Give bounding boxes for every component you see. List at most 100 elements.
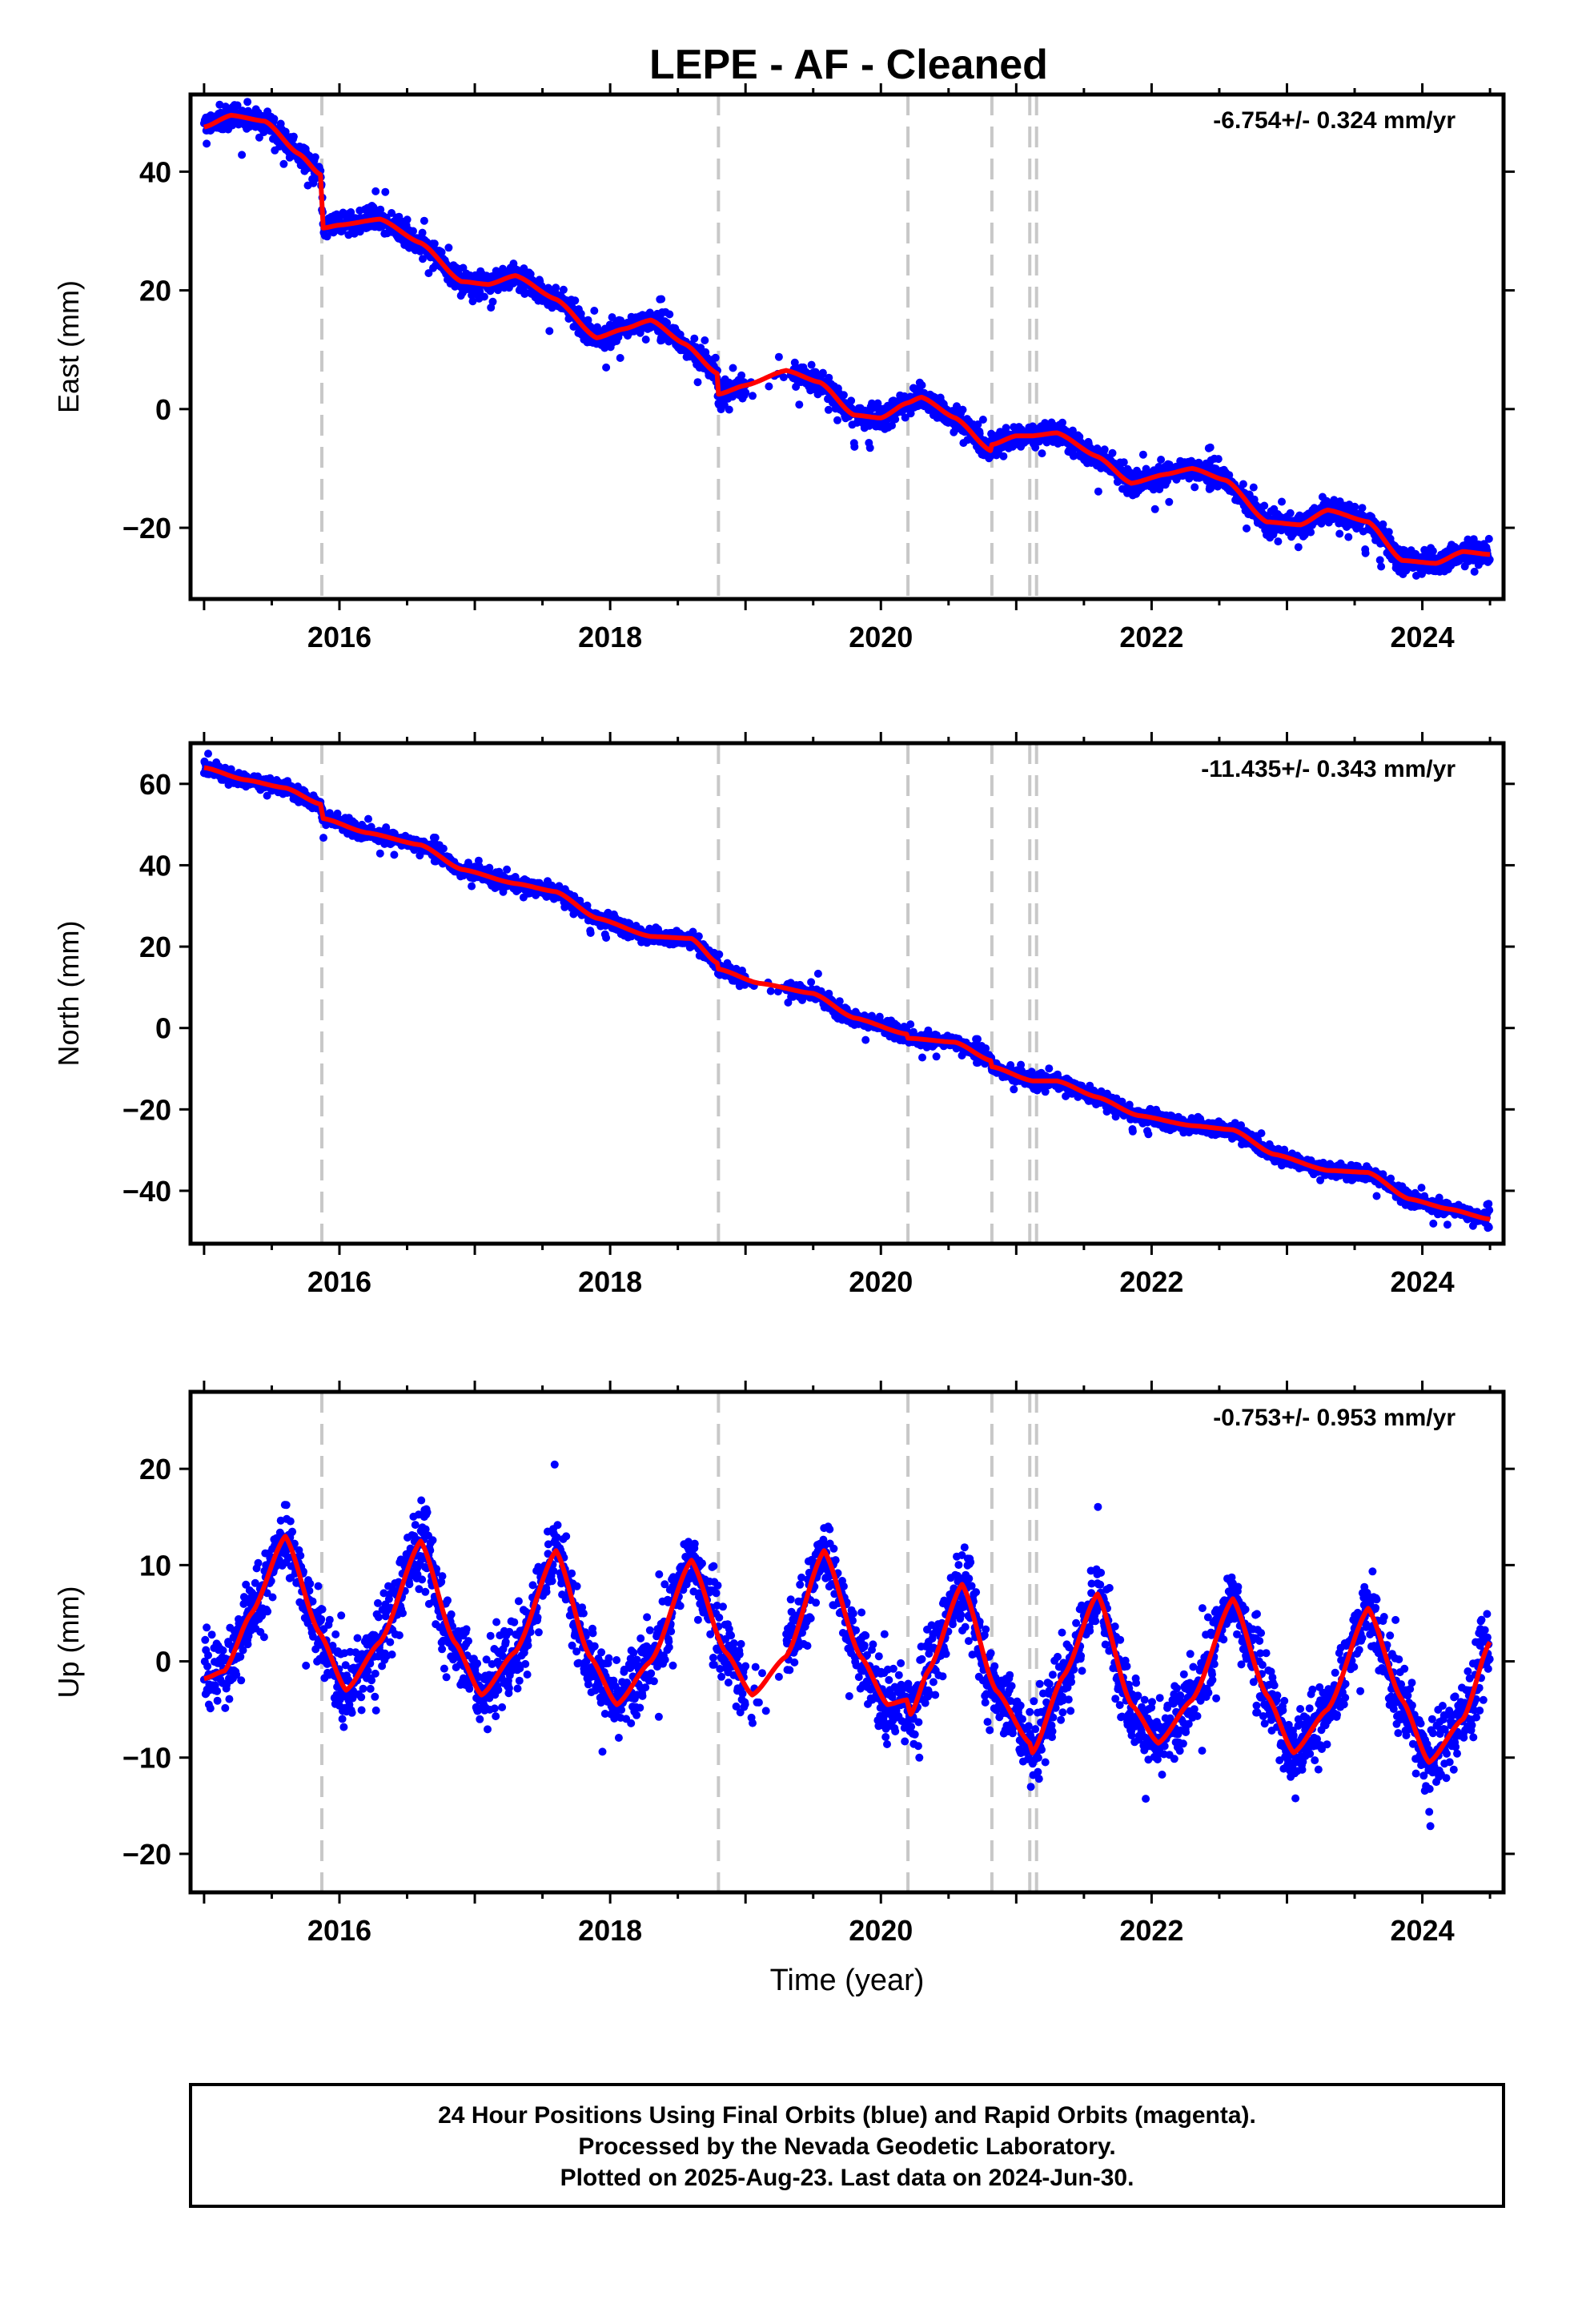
data-point bbox=[1335, 529, 1344, 538]
x-tick-label: 2020 bbox=[849, 621, 913, 653]
data-point bbox=[1068, 426, 1077, 435]
data-point bbox=[1239, 480, 1247, 489]
data-point bbox=[364, 814, 372, 823]
data-point bbox=[765, 382, 773, 391]
data-point bbox=[476, 287, 484, 296]
y-tick-label: −20 bbox=[122, 512, 171, 545]
data-point bbox=[741, 388, 750, 397]
data-point bbox=[1150, 505, 1159, 513]
data-point bbox=[571, 296, 580, 305]
data-point bbox=[204, 750, 212, 758]
data-point bbox=[693, 378, 702, 387]
data-point bbox=[749, 392, 757, 400]
data-point bbox=[861, 1035, 870, 1044]
data-point bbox=[375, 849, 384, 858]
data-point bbox=[243, 98, 252, 107]
data-point bbox=[238, 151, 247, 159]
data-point bbox=[665, 310, 674, 319]
x-tick-label: 2024 bbox=[1391, 621, 1455, 653]
velocity-label: -6.754+/- 0.324 mm/yr bbox=[1213, 107, 1456, 134]
data-point bbox=[480, 292, 488, 301]
data-point bbox=[347, 208, 355, 216]
data-point bbox=[807, 978, 816, 987]
data-point bbox=[1260, 501, 1269, 510]
data-point bbox=[602, 934, 611, 942]
data-point bbox=[437, 247, 446, 256]
data-point bbox=[289, 132, 298, 141]
data-point bbox=[255, 133, 263, 142]
data-point bbox=[807, 360, 816, 369]
data-point bbox=[1286, 509, 1295, 517]
data-point bbox=[917, 381, 926, 389]
data-point bbox=[381, 187, 390, 196]
data-point bbox=[468, 882, 476, 891]
data-point bbox=[1384, 528, 1393, 537]
data-point bbox=[811, 368, 820, 376]
data-point bbox=[468, 297, 477, 306]
data-point bbox=[974, 420, 982, 428]
data-point bbox=[281, 127, 290, 136]
data-point bbox=[420, 216, 428, 225]
data-point bbox=[918, 1053, 926, 1062]
data-point bbox=[1249, 483, 1258, 492]
data-point bbox=[1361, 549, 1370, 557]
data-point bbox=[1165, 497, 1174, 506]
data-point bbox=[901, 413, 909, 422]
data-point bbox=[552, 283, 560, 292]
data-point bbox=[766, 987, 775, 995]
data-point bbox=[818, 368, 827, 377]
x-tick-label: 2022 bbox=[1119, 621, 1183, 653]
data-point bbox=[1206, 443, 1215, 452]
data-point bbox=[715, 950, 724, 959]
data-point bbox=[1351, 502, 1359, 511]
data-point bbox=[1307, 528, 1315, 537]
data-point bbox=[774, 352, 783, 361]
data-point bbox=[978, 416, 987, 424]
data-point bbox=[371, 187, 380, 195]
data-point bbox=[833, 416, 841, 424]
data-point bbox=[1274, 537, 1283, 546]
data-point bbox=[839, 391, 848, 400]
data-point bbox=[1094, 487, 1102, 496]
data-point bbox=[559, 285, 568, 294]
data-point bbox=[586, 929, 595, 937]
data-point bbox=[891, 415, 900, 424]
data-point bbox=[444, 243, 453, 252]
data-point bbox=[888, 421, 896, 430]
data-point bbox=[409, 227, 417, 235]
data-point bbox=[1294, 543, 1303, 552]
data-point bbox=[488, 297, 497, 306]
data-point bbox=[1038, 449, 1046, 458]
data-point bbox=[953, 402, 961, 411]
data-point bbox=[616, 354, 624, 362]
data-point bbox=[403, 215, 412, 224]
data-point bbox=[825, 373, 833, 382]
data-point bbox=[419, 255, 427, 263]
data-point bbox=[390, 850, 399, 859]
data-point bbox=[657, 295, 666, 304]
data-point bbox=[418, 228, 427, 237]
data-point bbox=[1470, 567, 1479, 576]
data-point bbox=[593, 323, 601, 332]
data-point bbox=[430, 239, 439, 248]
data-point bbox=[323, 232, 331, 241]
data-point bbox=[590, 307, 599, 315]
data-point bbox=[813, 969, 822, 978]
data-point bbox=[865, 444, 874, 452]
y-tick-label: 20 bbox=[139, 275, 171, 308]
data-point bbox=[1377, 562, 1386, 571]
data-point bbox=[725, 405, 733, 414]
y-axis-label: East (mm) bbox=[52, 280, 85, 413]
data-point bbox=[1278, 497, 1286, 506]
data-point bbox=[1031, 443, 1040, 452]
data-point bbox=[215, 100, 224, 109]
data-point bbox=[1138, 450, 1147, 459]
data-point bbox=[835, 997, 844, 1006]
data-point bbox=[1214, 455, 1223, 464]
data-point bbox=[311, 153, 319, 162]
data-point bbox=[1191, 483, 1199, 492]
data-point bbox=[847, 396, 856, 405]
data-point bbox=[906, 409, 915, 418]
data-point bbox=[1484, 534, 1493, 543]
